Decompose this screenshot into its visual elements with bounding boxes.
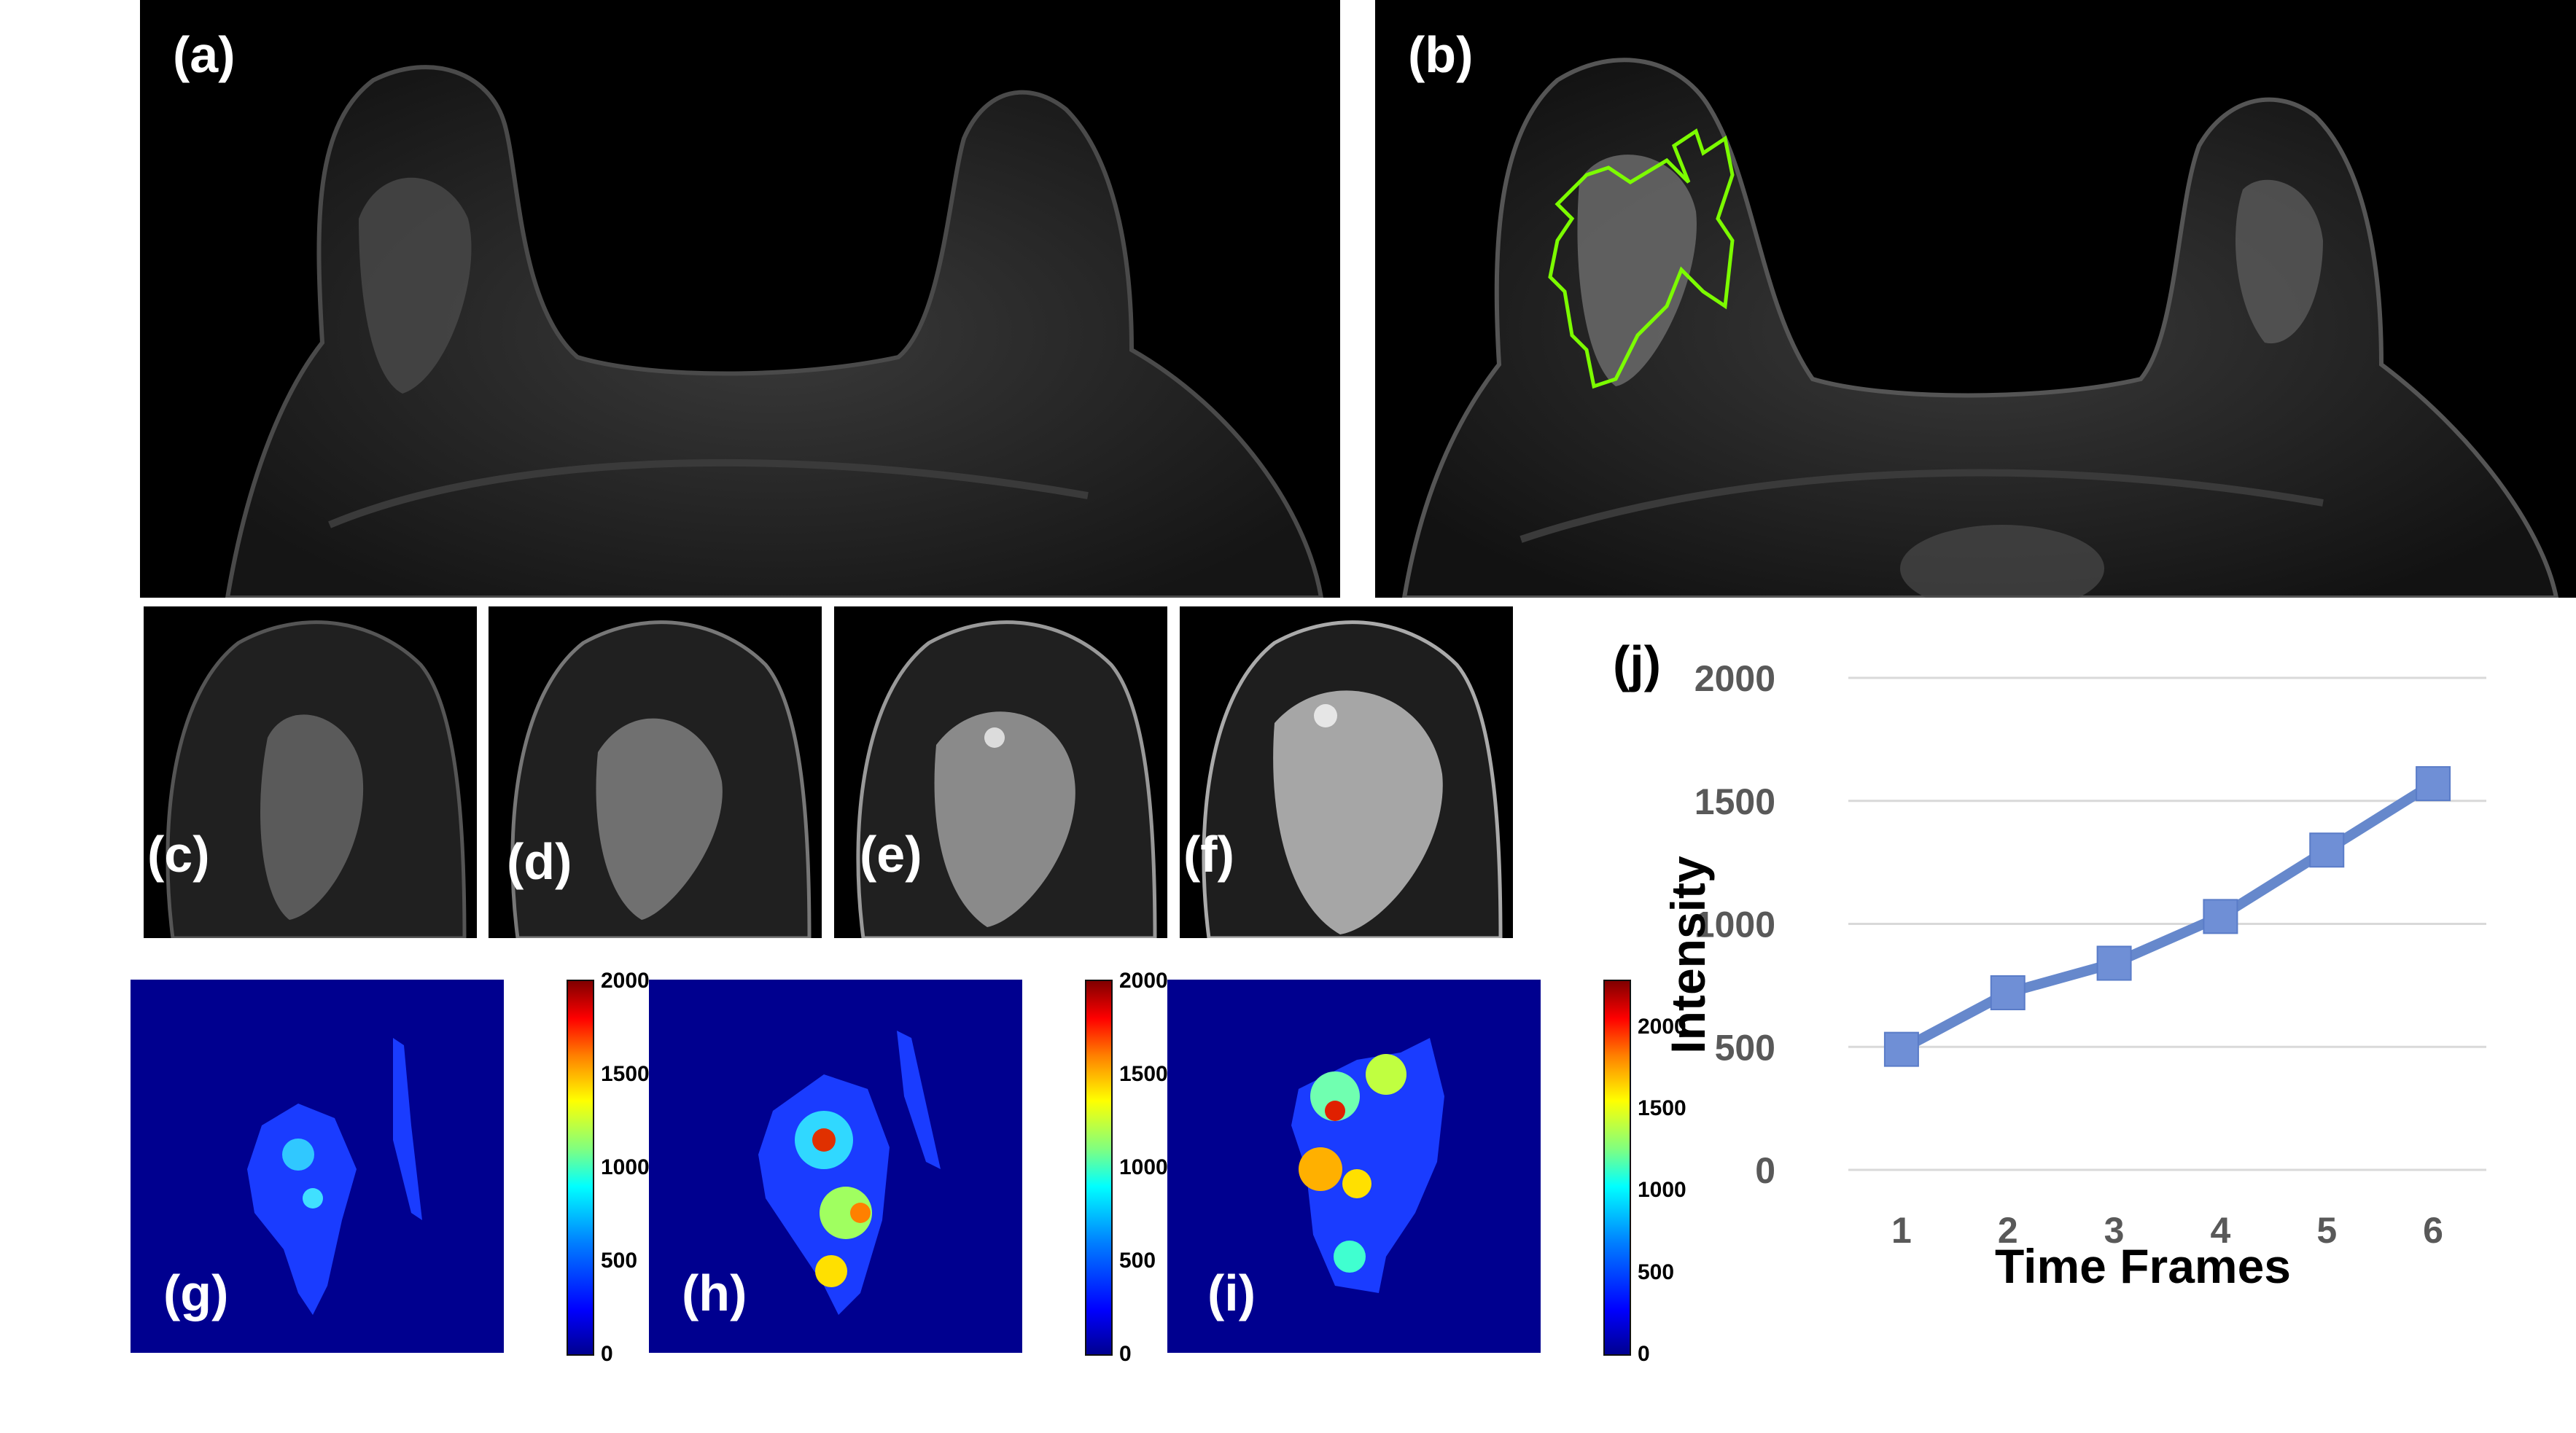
heatmap-image-i [1291, 1038, 1444, 1293]
chart-data-point [1883, 1031, 1919, 1067]
mri-crop-d: (d) [489, 606, 822, 938]
heatmap-image-g [247, 1038, 422, 1315]
chart-y-tick-label: 2000 [1694, 658, 1775, 699]
colorbar-h-tick: 2000 [1119, 969, 1168, 993]
heatmap-h: (h) [649, 980, 1022, 1353]
heatmap-g: (g) [131, 980, 504, 1353]
colorbar-h-tick: 500 [1119, 1249, 1156, 1273]
colorbar-g-tick: 500 [601, 1249, 638, 1273]
colorbar-g-tick: 0 [601, 1342, 613, 1366]
chart-y-ticks: 0 500 1000 1500 2000 [1694, 658, 1775, 1191]
mri-panel-b: (b) [1375, 0, 2576, 598]
mri-crop-image-f [1202, 620, 1503, 938]
panel-label-c: (c) [147, 826, 210, 883]
panel-label-h: (h) [682, 1265, 747, 1321]
chart-x-tick-label: 3 [2104, 1210, 2125, 1251]
mri-image-b [1401, 58, 2559, 598]
chart-y-tick-label: 0 [1755, 1150, 1775, 1191]
chart-x-tick-label: 4 [2211, 1210, 2231, 1251]
colorbar-g-tick: 1500 [601, 1062, 650, 1086]
colorbar-h-tick: 1000 [1119, 1155, 1168, 1179]
panel-label-g: (g) [163, 1265, 229, 1321]
intensity-line-chart: 0 500 1000 1500 2000 1 2 3 4 5 6 (j) Intensity Ti… [1613, 636, 2486, 1293]
colorbar-i-tick: 1500 [1638, 1096, 1686, 1120]
mri-crop-image-d [510, 620, 812, 938]
colorbar-i-tick: 0 [1638, 1342, 1650, 1366]
colorbar-i-tick: 1000 [1638, 1178, 1686, 1202]
panel-label-a: (a) [173, 26, 236, 83]
chart-x-tick-label: 2 [1998, 1210, 2018, 1251]
panel-label-d: (d) [507, 833, 572, 890]
chart-series [1883, 766, 2451, 1067]
colorbar-i-tick: 500 [1638, 1260, 1675, 1284]
chart-x-tick-label: 6 [2423, 1210, 2443, 1251]
mri-crop-c: (c) [144, 606, 477, 938]
roi-contour [1548, 128, 1735, 389]
chart-data-point [2096, 945, 2132, 981]
chart-x-ticks: 1 2 3 4 5 6 [1891, 1210, 2443, 1251]
colorbar-g [567, 980, 594, 1356]
mri-crop-image-e [856, 620, 1157, 938]
colorbar-g-tick: 1000 [601, 1155, 650, 1179]
mri-crop-e: (e) [834, 606, 1167, 938]
chart-y-tick-label: 500 [1715, 1027, 1775, 1068]
mri-crop-f: (f) [1180, 606, 1513, 938]
panel-label-j: (j) [1613, 636, 1661, 692]
chart-y-tick-label: 1500 [1694, 781, 1775, 822]
chart-series-line [1899, 779, 2436, 1054]
mri-panel-a: (a) [140, 0, 1340, 598]
chart-data-point [1990, 975, 2026, 1010]
chart-y-tick-label: 1000 [1694, 905, 1775, 945]
chart-x-axis-label: Time Frames [1995, 1239, 2291, 1293]
colorbar-h-tick: 0 [1119, 1342, 1132, 1366]
colorbar-i [1603, 980, 1631, 1356]
panel-label-b: (b) [1408, 26, 1474, 83]
chart-data-point [2416, 766, 2451, 802]
chart-x-tick-label: 1 [1891, 1210, 1912, 1251]
heatmap-i: (i) [1167, 980, 1541, 1353]
colorbar-i-tick: 2000 [1638, 1015, 1686, 1039]
chart-x-tick-label: 5 [2316, 1210, 2337, 1251]
colorbar-g-tick: 2000 [601, 969, 650, 993]
colorbar-h-tick: 1500 [1119, 1062, 1168, 1086]
mri-image-a [225, 65, 1324, 598]
panel-label-i: (i) [1207, 1265, 1256, 1321]
colorbar-h [1085, 980, 1113, 1356]
chart-data-point [2203, 899, 2238, 934]
chart-y-axis-label: Intensity [1661, 856, 1715, 1054]
panel-label-f: (f) [1183, 826, 1234, 883]
heatmap-image-h [758, 1031, 941, 1315]
chart-data-point [2309, 832, 2345, 868]
mri-crop-image-c [166, 620, 467, 938]
panel-label-e: (e) [860, 826, 922, 883]
chart-gridlines [1848, 676, 2486, 1171]
